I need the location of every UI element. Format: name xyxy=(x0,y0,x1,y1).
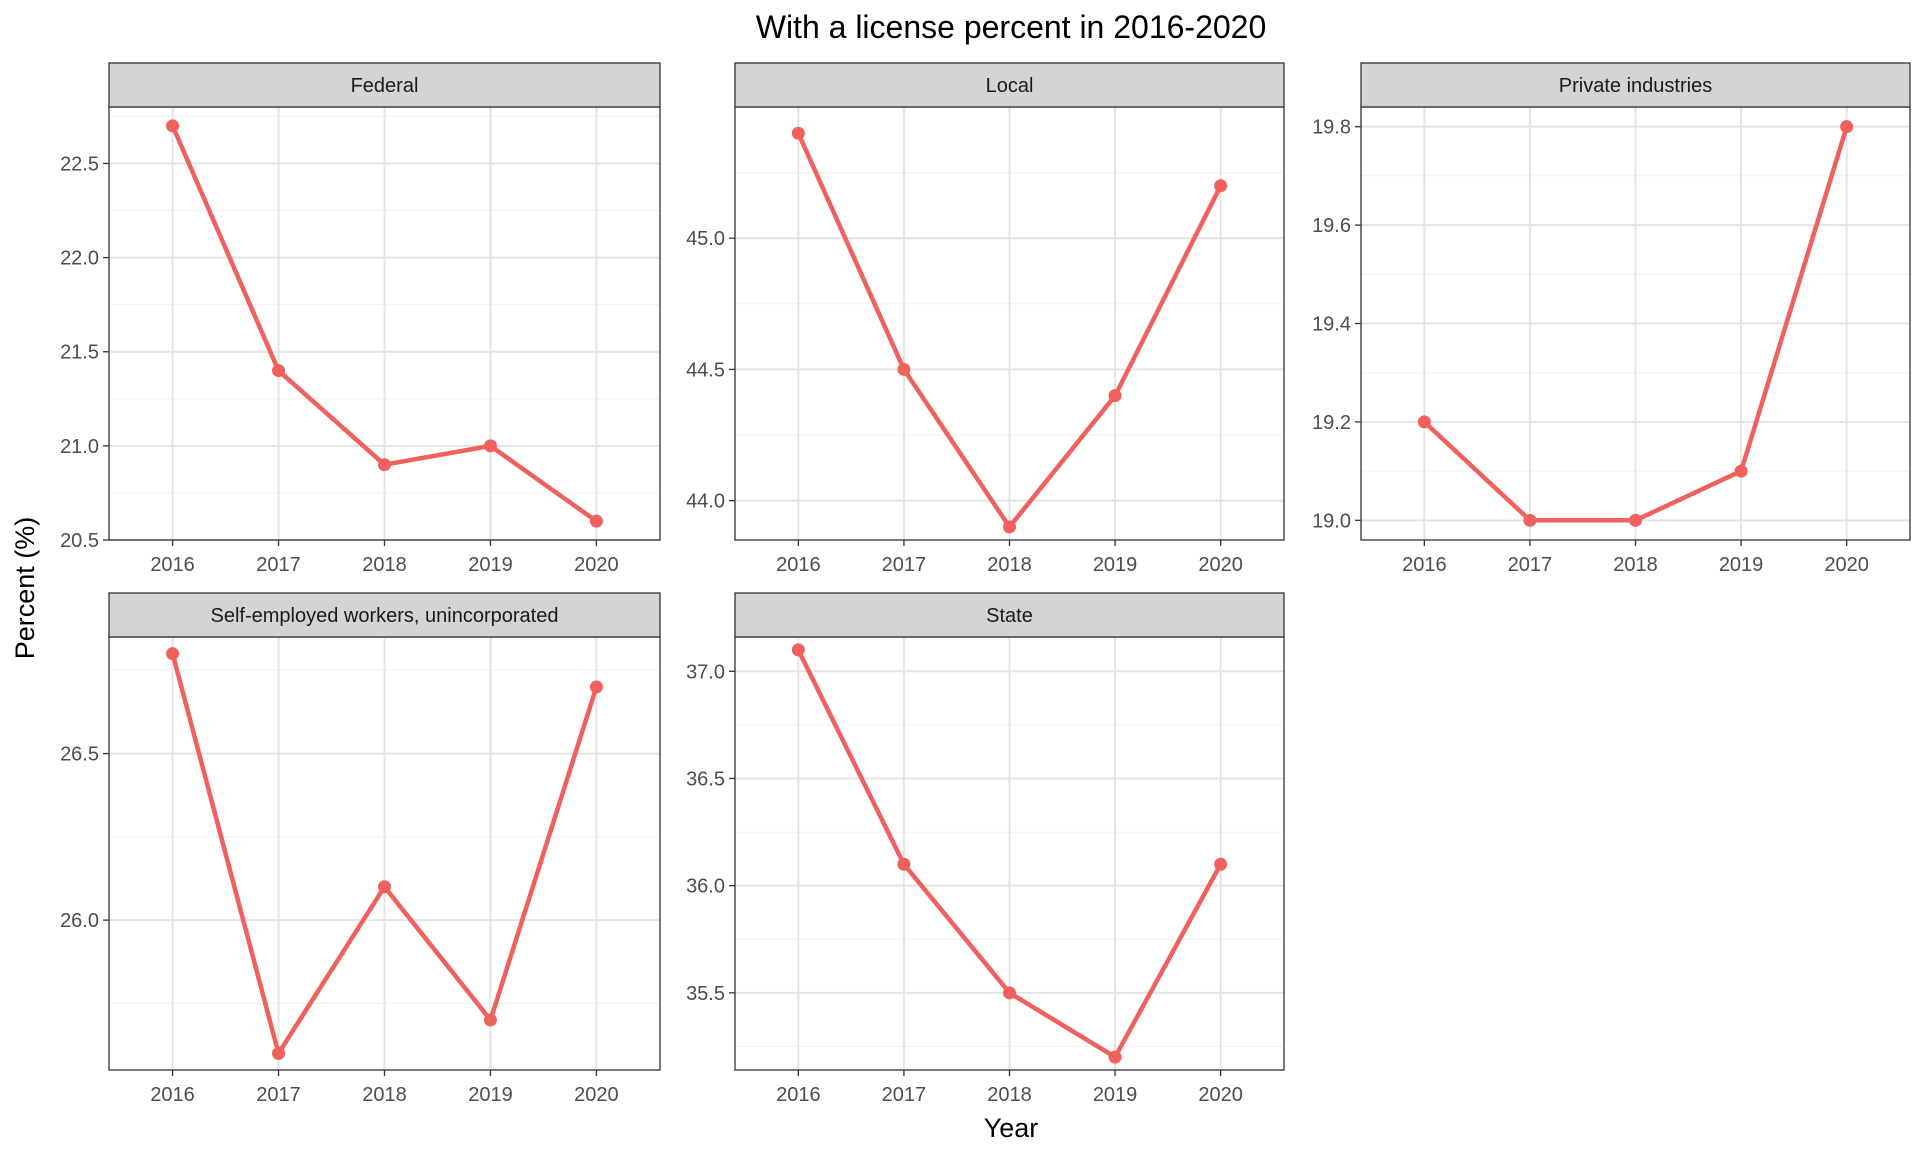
data-point xyxy=(1003,986,1016,1000)
x-tick-label: 2016 xyxy=(150,554,195,576)
x-tick-label: 2017 xyxy=(1508,554,1553,576)
x-tick-label: 2020 xyxy=(1824,554,1869,576)
data-point xyxy=(1214,857,1228,871)
x-tick-label: 2017 xyxy=(882,554,927,576)
data-point xyxy=(1734,464,1748,478)
x-tick-label: 2017 xyxy=(882,1084,927,1106)
facet-strip xyxy=(1360,62,1911,108)
data-point xyxy=(1417,415,1431,429)
x-tick-label: 2020 xyxy=(1198,1084,1243,1106)
x-tick-label: 2019 xyxy=(468,1084,513,1106)
data-point xyxy=(483,439,497,453)
y-tick-label: 22.5 xyxy=(60,153,99,175)
y-tick-label: 20.5 xyxy=(60,530,99,552)
data-point xyxy=(483,1013,497,1027)
panel: Local 44.0 44.5 45.0 2016 2017 2018 2019 2020 xyxy=(686,62,1285,576)
y-tick-label: 45.0 xyxy=(686,228,725,250)
x-tick-label: 2019 xyxy=(1719,554,1764,576)
y-tick-label: 37.0 xyxy=(686,661,725,683)
x-tick-label: 2020 xyxy=(574,1084,619,1106)
x-tick-label: 2018 xyxy=(987,554,1032,576)
data-point xyxy=(1840,120,1854,134)
data-point xyxy=(378,880,391,894)
data-point xyxy=(1108,389,1122,403)
x-tick-label: 2019 xyxy=(468,554,513,576)
data-point xyxy=(1003,520,1016,534)
panel: Federal 20.5 21.0 21.5 22.0 22.5 2016 2017 2018 2… xyxy=(60,62,661,576)
x-tick-label: 2017 xyxy=(256,554,301,576)
y-tick-label: 19.2 xyxy=(1312,412,1351,434)
facet-strip-label: State xyxy=(986,605,1033,627)
data-point xyxy=(589,514,603,528)
x-tick-label: 2018 xyxy=(987,1084,1032,1106)
x-axis-label: Year xyxy=(984,1113,1039,1143)
facet-strip xyxy=(108,62,661,108)
data-point xyxy=(1629,513,1642,527)
x-tick-label: 2017 xyxy=(256,1084,301,1106)
facet-strip xyxy=(734,62,1285,108)
y-tick-label: 19.0 xyxy=(1312,510,1351,532)
y-tick-label: 22.0 xyxy=(60,248,99,270)
x-tick-label: 2019 xyxy=(1093,1084,1138,1106)
y-tick-label: 19.6 xyxy=(1312,215,1351,237)
y-tick-label: 36.0 xyxy=(686,876,725,898)
facet-strip-label: Local xyxy=(986,75,1034,97)
x-tick-label: 2018 xyxy=(1613,554,1658,576)
panel: Self-employed workers, unincorporated 26.… xyxy=(60,592,661,1106)
x-tick-label: 2016 xyxy=(776,554,821,576)
x-tick-label: 2016 xyxy=(776,1084,821,1106)
y-tick-label: 21.0 xyxy=(60,436,99,458)
y-tick-label: 36.5 xyxy=(686,768,725,790)
facet-strip-label: Self-employed workers, unincorporated xyxy=(211,605,559,627)
panels-layer: Federal 20.5 21.0 21.5 22.0 22.5 2016 2017 2018 2… xyxy=(60,62,1911,1106)
data-point xyxy=(791,643,805,657)
data-point xyxy=(897,362,911,376)
y-tick-label: 44.0 xyxy=(686,491,725,513)
facet-strip xyxy=(108,592,661,638)
data-point xyxy=(897,857,911,871)
y-tick-label: 44.5 xyxy=(686,359,725,381)
y-axis-label: Percent (%) xyxy=(10,517,40,660)
x-tick-label: 2019 xyxy=(1093,554,1138,576)
chart-title: With a license percent in 2016-2020 xyxy=(756,9,1267,45)
x-tick-label: 2016 xyxy=(1402,554,1447,576)
data-point xyxy=(166,119,180,133)
data-point xyxy=(1523,513,1537,527)
data-point xyxy=(272,1046,286,1060)
data-point xyxy=(791,126,805,140)
facet-strip-label: Private industries xyxy=(1559,75,1712,97)
facet-strip-label: Federal xyxy=(351,75,419,97)
y-tick-label: 35.5 xyxy=(686,983,725,1005)
data-point xyxy=(272,364,286,378)
facet-strip xyxy=(734,592,1285,638)
data-point xyxy=(166,647,180,661)
x-tick-label: 2018 xyxy=(362,1084,407,1106)
x-tick-label: 2018 xyxy=(362,554,407,576)
data-point xyxy=(1214,179,1228,193)
panel: Private industries 19.0 19.2 19.4 19.6 19.8 20… xyxy=(1312,62,1911,576)
panel: State 35.5 36.0 36.5 37.0 2016 2017 2018 2019 202… xyxy=(686,592,1285,1106)
y-tick-label: 19.4 xyxy=(1312,314,1351,336)
data-point xyxy=(1108,1050,1122,1064)
y-tick-label: 21.5 xyxy=(60,342,99,364)
data-point xyxy=(589,680,603,694)
y-tick-label: 26.5 xyxy=(60,744,99,766)
y-tick-label: 19.8 xyxy=(1312,117,1351,139)
x-tick-label: 2020 xyxy=(1198,554,1243,576)
y-tick-label: 26.0 xyxy=(60,910,99,932)
data-point xyxy=(378,458,391,472)
x-tick-label: 2020 xyxy=(574,554,619,576)
x-tick-label: 2016 xyxy=(150,1084,195,1106)
